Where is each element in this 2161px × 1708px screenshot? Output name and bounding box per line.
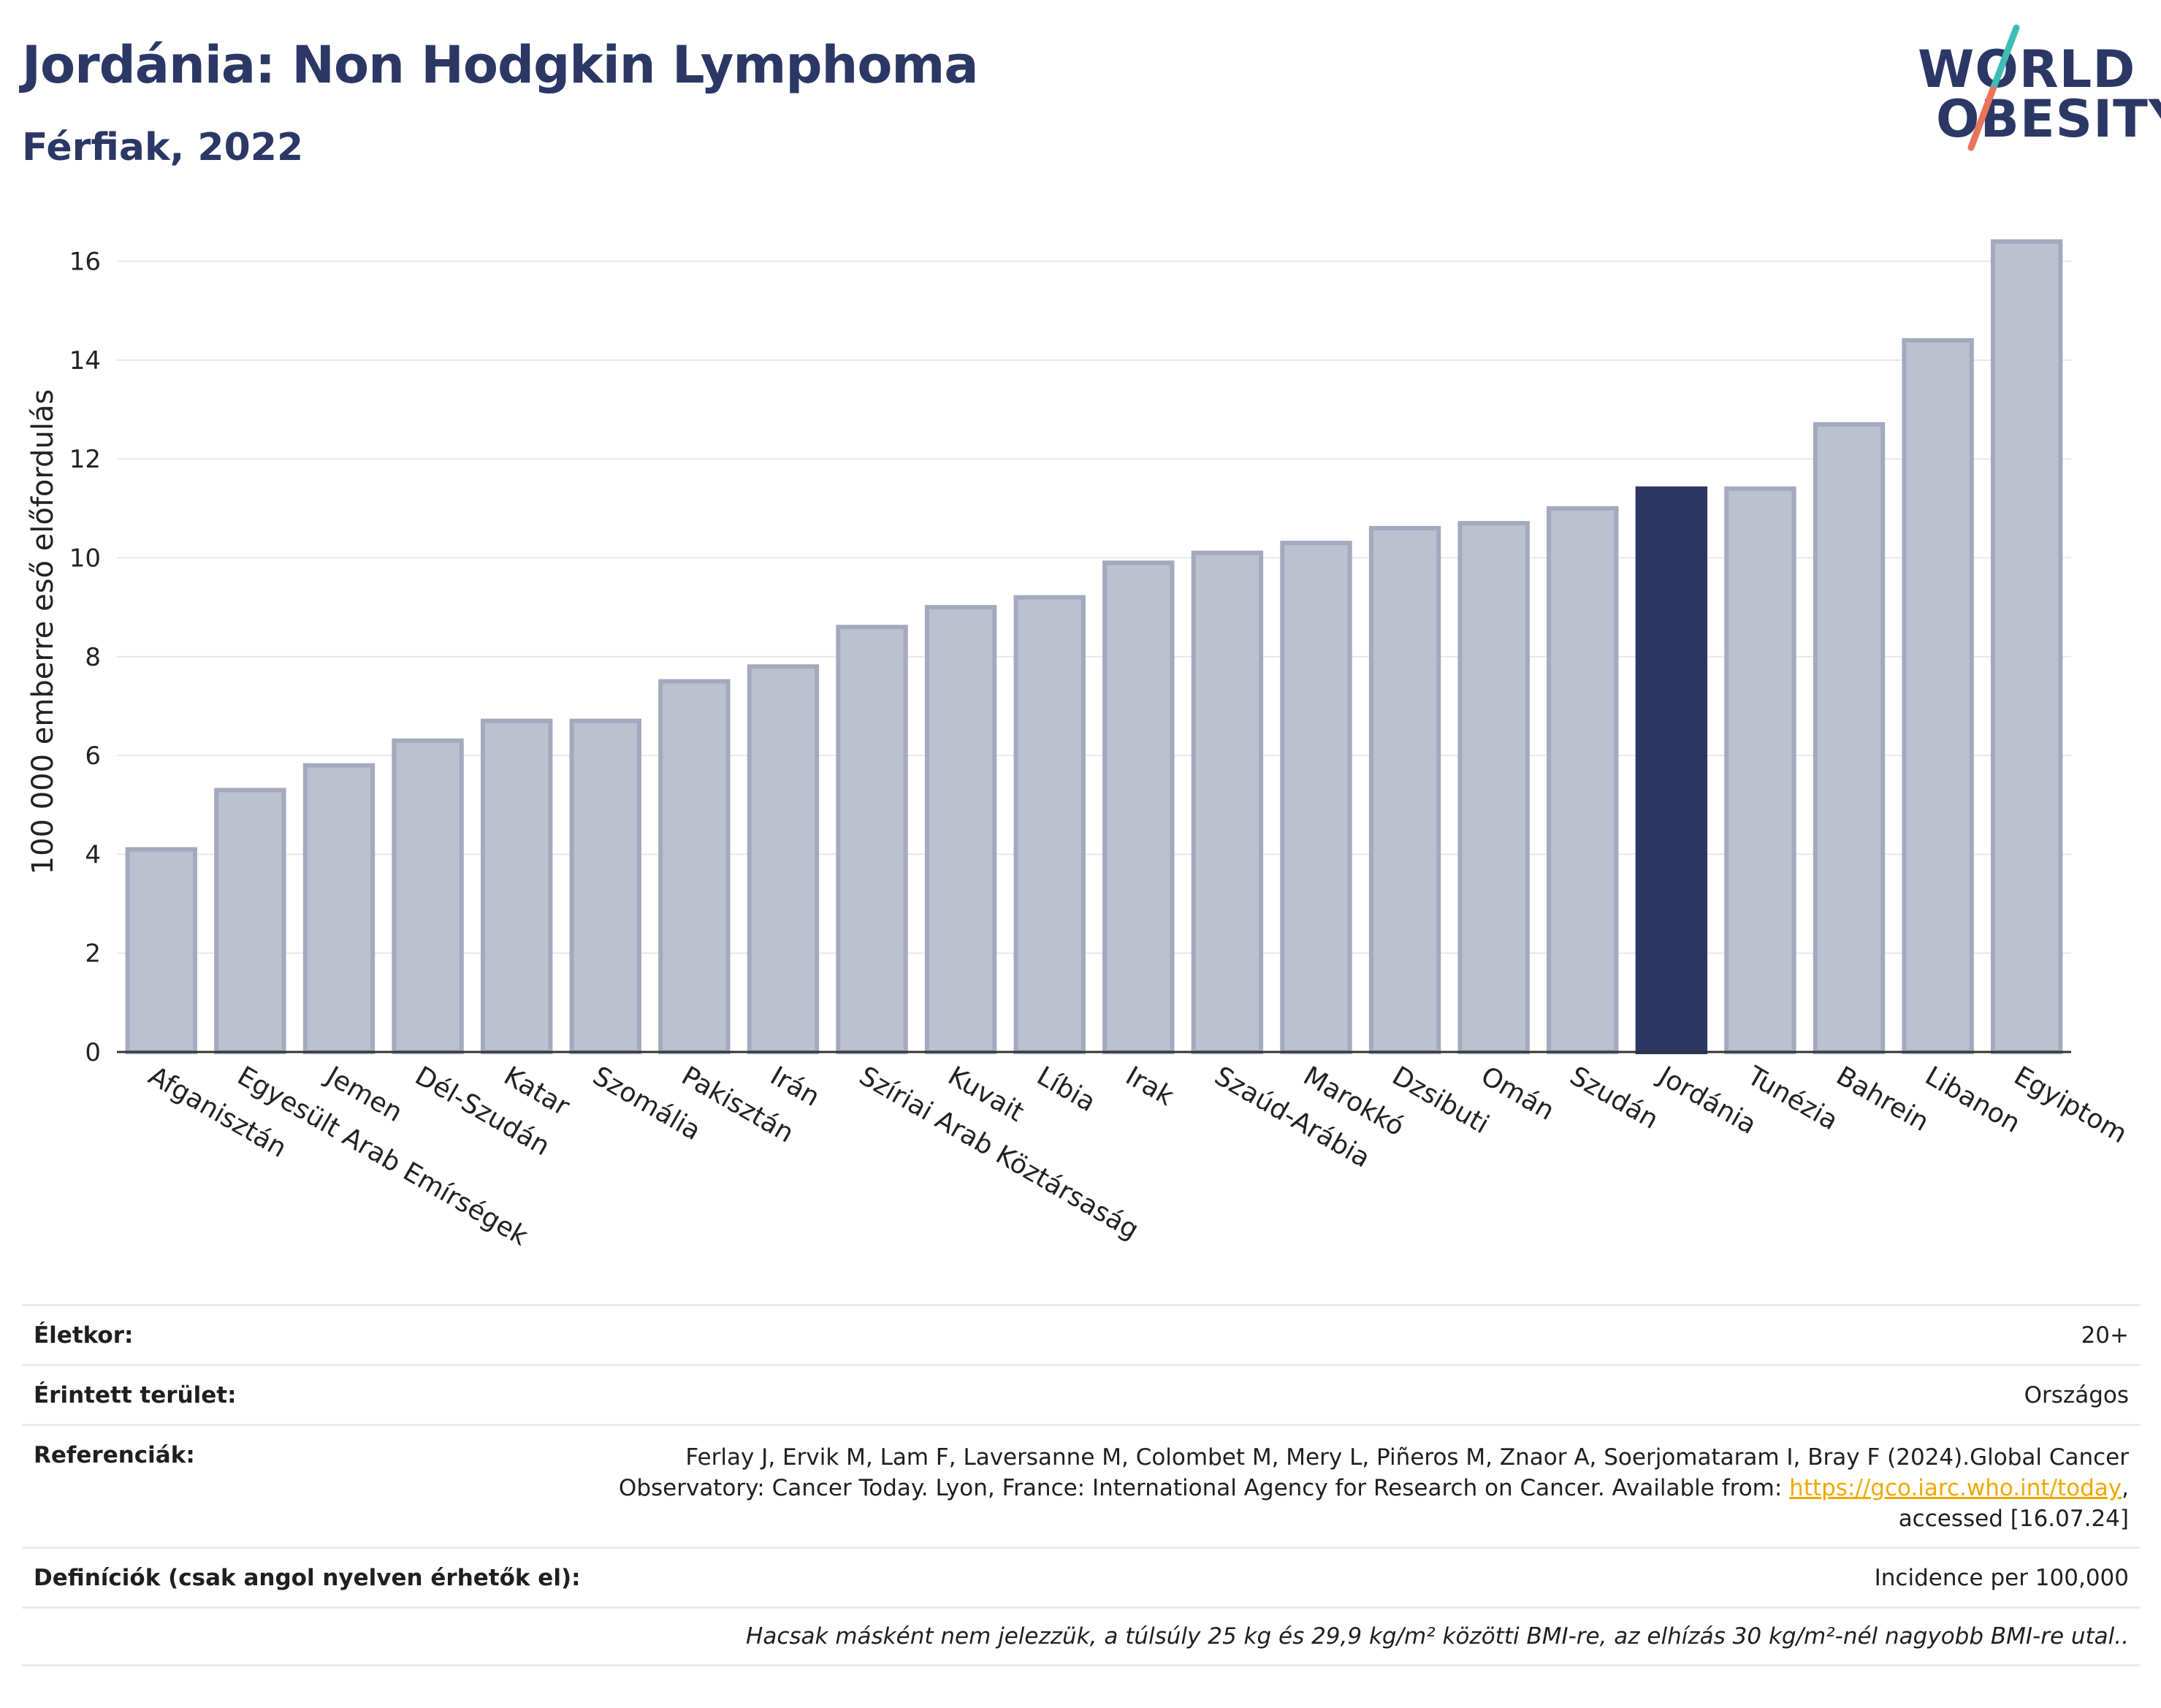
bar-10 [1013,595,1086,1054]
bar-12 [1191,550,1264,1054]
page-subtitle: Férfiak, 2022 [22,126,304,169]
bar-6 [658,679,731,1054]
world-obesity-logo: WORLD OBESITY [1899,22,2161,153]
info-row-definitions: Definíciók (csak angol nyelven érhetők e… [22,1547,2141,1606]
area-label: Érintett terület: [34,1381,237,1408]
y-tick-label: 0 [85,1038,101,1067]
x-tick-label: Bahrein [1832,1061,1934,1137]
bar-8 [836,625,908,1054]
bar-3 [392,738,464,1055]
info-row-references: Referenciák: Ferlay J, Ervik M, Lam F, L… [22,1424,2141,1547]
bar-0 [125,847,197,1055]
bar-5 [569,718,641,1054]
logo-slash-icon [1967,24,2020,151]
bar-17 [1635,486,1708,1054]
y-tick-label: 16 [69,248,101,277]
x-tick-label: Dzsibuti [1387,1061,1494,1140]
bar-16 [1547,506,1619,1054]
bar-13 [1280,541,1352,1054]
bar-18 [1724,486,1796,1054]
y-tick-label: 10 [69,544,101,573]
bar-19 [1813,422,1886,1054]
x-tick-label: Líbia [1032,1061,1100,1118]
bar-1 [214,788,286,1054]
ref-line-2: Observatory: Cancer Today. Lyon, France:… [618,1475,1790,1501]
y-tick-label: 12 [69,445,101,474]
bar-9 [924,605,997,1054]
info-row-note: Hacsak másként nem jelezzük, a túlsúly 2… [22,1606,2141,1666]
x-tick-label: Libanon [1920,1061,2025,1139]
bar-4 [480,718,553,1054]
y-axis-label: 100 000 emberre eső előfordulás [26,389,60,875]
definitions-value: Incidence per 100,000 [1874,1564,2129,1591]
ref-line-1: Ferlay J, Ervik M, Lam F, Laversanne M, … [685,1444,2129,1471]
y-tick-label: 4 [85,840,101,869]
logo-line-1: WORLD [1918,39,2136,99]
x-tick-label: Irak [1121,1061,1179,1112]
x-tick-label: Jordánia [1653,1060,1761,1140]
references-text: Ferlay J, Ervik M, Lam F, Laversanne M, … [619,1442,2129,1547]
ref-comma: , [2122,1475,2129,1501]
bar-15 [1457,521,1530,1054]
x-tick-label: Irán [765,1061,824,1113]
bar-chart: 0 2 4 6 8 10 12 14 16 100 000 emberre eső előford… [26,239,2133,1252]
definitions-label: Definíciók (csak angol nyelven érhetők e… [34,1564,581,1591]
x-tick-label: Tunézia [1742,1061,1843,1137]
x-tick-label: Szudán [1565,1061,1663,1135]
references-label: Referenciák: [34,1442,195,1468]
age-value: 20+ [2081,1322,2129,1349]
info-table: Életkor: 20+ Érintett terület: Országos … [22,1304,2141,1666]
info-row-age: Életkor: 20+ [22,1304,2141,1364]
bar-11 [1102,560,1175,1054]
bar-21 [1991,239,2063,1054]
info-row-area: Érintett terület: Országos [22,1364,2141,1424]
y-tick-label: 2 [85,939,101,969]
area-value: Országos [2024,1381,2129,1408]
age-label: Életkor: [34,1322,134,1349]
ref-line-3: accessed [16.07.24] [1898,1506,2129,1532]
y-tick-label: 6 [85,741,101,771]
bar-7 [747,664,820,1054]
reference-link[interactable]: https://gco.iarc.who.int/today [1789,1475,2122,1501]
bar-2 [302,763,376,1055]
x-tick-label: Egyiptom [2009,1061,2133,1149]
note-text: Hacsak másként nem jelezzük, a túlsúly 2… [746,1623,2129,1650]
bar-20 [1902,338,1974,1055]
y-tick-label: 14 [69,346,101,375]
page-title: Jordánia: Non Hodgkin Lymphoma [22,35,979,95]
bar-14 [1368,525,1441,1054]
y-tick-label: 8 [85,643,101,672]
x-tick-label: Szaúd-Arábia [1209,1061,1375,1174]
